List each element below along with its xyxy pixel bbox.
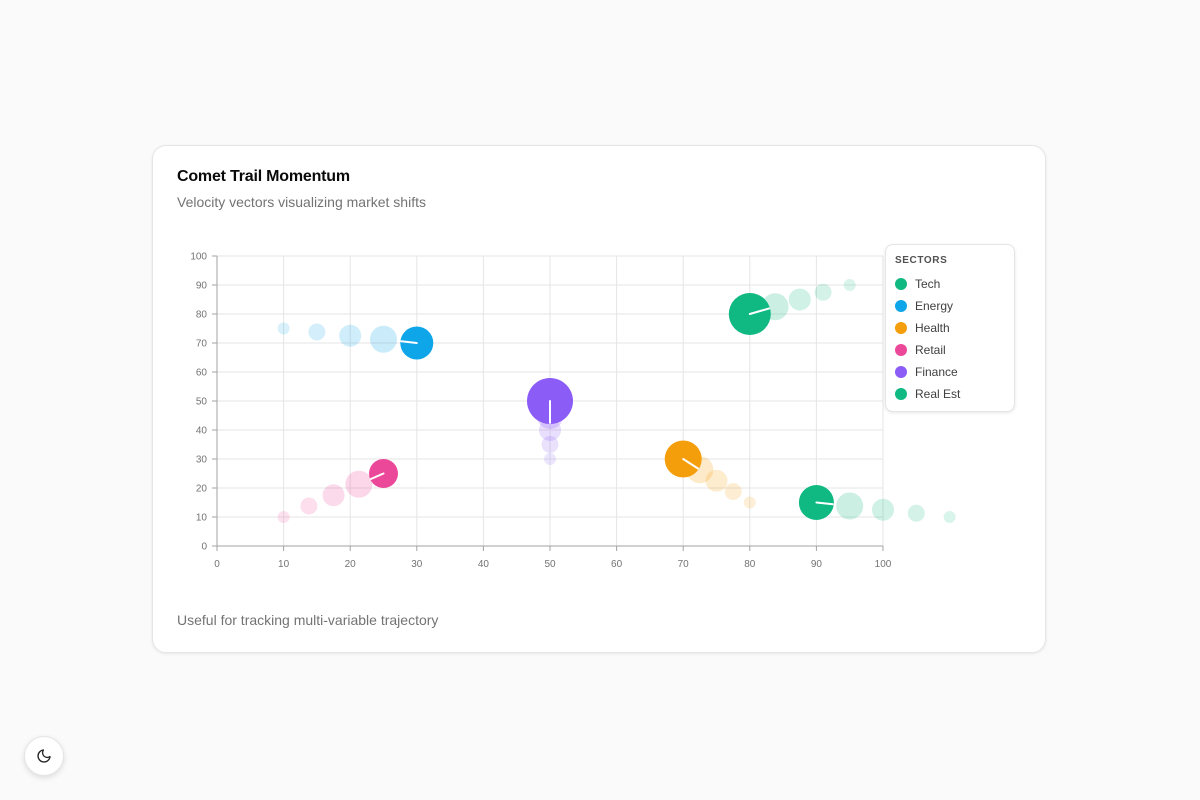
legend-title: Sectors [895, 255, 948, 266]
x-tick-label: 100 [875, 559, 892, 570]
trail-point-tech [843, 279, 856, 291]
trail-point-energy [277, 322, 290, 335]
trail-point-tech [814, 283, 832, 301]
trail-point-finance [541, 436, 559, 453]
legend-item: Real Est [895, 383, 1005, 405]
y-tick-label: 90 [196, 281, 208, 292]
legend-swatch [895, 344, 907, 356]
y-tick-label: 10 [196, 513, 208, 524]
chart-card: Comet Trail Momentum Velocity vectors vi… [152, 145, 1046, 653]
legend-label: Real Est [915, 387, 961, 401]
y-tick-label: 30 [196, 455, 208, 466]
legend-swatch [895, 300, 907, 312]
trail-point-finance [544, 453, 556, 465]
x-tick-label: 70 [678, 559, 690, 570]
x-tick-label: 80 [744, 559, 756, 570]
velocity-vector-health [682, 458, 699, 470]
x-tick-label: 30 [411, 559, 423, 570]
legend-swatch [895, 322, 907, 334]
trail-point-energy [370, 325, 397, 353]
legend-label: Retail [915, 343, 946, 357]
trail-point-health [724, 482, 742, 500]
y-tick-label: 70 [196, 339, 208, 350]
trail-point-retail [345, 470, 373, 498]
x-tick-label: 40 [478, 559, 490, 570]
y-tick-label: 40 [196, 426, 208, 437]
velocity-vector-tech [748, 307, 770, 315]
velocity-vector-retail [369, 472, 385, 480]
x-tick-label: 20 [345, 559, 357, 570]
x-tick-label: 0 [214, 559, 220, 570]
trail-point-real-est [872, 498, 894, 521]
x-tick-label: 90 [811, 559, 823, 570]
trail-point-finance [539, 419, 561, 441]
legend-item: Tech [895, 273, 1005, 295]
chart-footer: Useful for tracking multi-variable traje… [177, 612, 439, 628]
y-tick-label: 60 [196, 368, 208, 379]
y-tick-label: 50 [196, 397, 208, 408]
legend-label: Finance [915, 365, 958, 379]
moon-icon [36, 748, 52, 764]
velocity-vector-real-est [815, 501, 834, 506]
trail-point-real-est [836, 492, 864, 520]
x-tick-label: 50 [544, 559, 556, 570]
trail-point-retail [277, 511, 290, 523]
trail-point-health [743, 496, 756, 509]
legend-item: Health [895, 317, 1005, 339]
velocity-vector-energy [400, 340, 418, 344]
trail-point-health [705, 469, 728, 492]
trail-point-energy [339, 324, 362, 347]
legend: Sectors Tech Energy Health Retail Finance Rea… [885, 244, 1015, 412]
legend-swatch [895, 388, 907, 400]
y-tick-label: 0 [201, 542, 207, 553]
legend-item: Retail [895, 339, 1005, 361]
comet-chart: 0 10 20 30 40 50 60 70 80 90 100 0 10 20 30 40 50 60 70 80 9… [190, 252, 956, 570]
legend-swatch [895, 278, 907, 290]
chart-subtitle: Velocity vectors visualizing market shif… [177, 194, 426, 210]
trail-point-energy [308, 323, 326, 341]
y-tick-label: 100 [190, 252, 207, 263]
legend-item: Finance [895, 361, 1005, 383]
legend-label: Tech [915, 277, 941, 291]
chart-title: Comet Trail Momentum [177, 168, 350, 185]
legend-item: Energy [895, 295, 1005, 317]
theme-toggle-button[interactable] [24, 736, 64, 776]
legend-label: Energy [915, 299, 954, 313]
x-tick-label: 60 [611, 559, 623, 570]
trail-point-retail [300, 497, 318, 515]
trail-point-tech [788, 288, 811, 311]
legend-swatch [895, 366, 907, 378]
trail-point-real-est [907, 504, 925, 522]
trail-point-real-est [943, 511, 956, 523]
y-tick-label: 80 [196, 310, 208, 321]
legend-items: Tech Energy Health Retail Finance Real Est [895, 273, 1005, 405]
y-tick-label: 20 [196, 484, 208, 495]
trail-point-retail [322, 484, 345, 507]
x-tick-label: 10 [278, 559, 290, 570]
legend-label: Health [915, 321, 950, 335]
